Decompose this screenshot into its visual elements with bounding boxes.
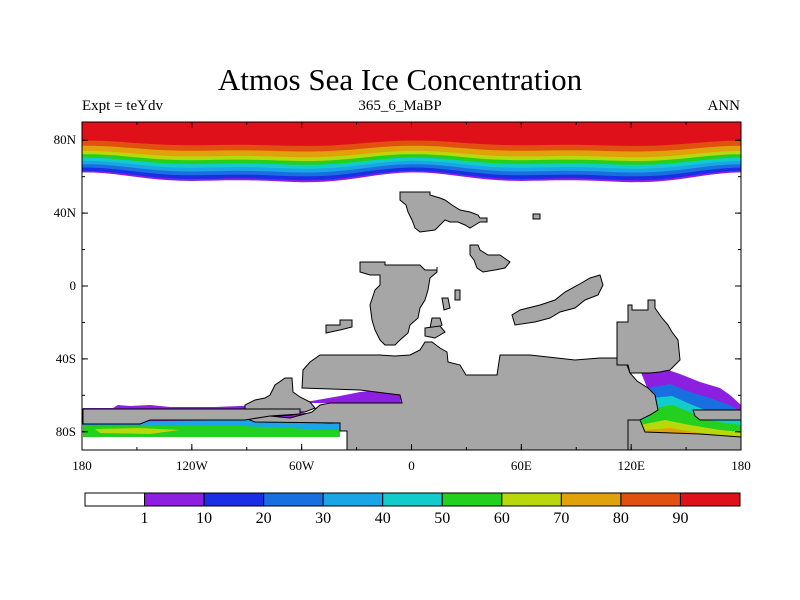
period-label: 365_6_MaBP	[358, 98, 442, 114]
chart-title: Atmos Sea Ice Concentration	[217, 62, 583, 97]
x-tick-label: 120W	[176, 458, 209, 473]
colorbar-swatch	[144, 492, 205, 507]
y-tick-label: 80N	[54, 132, 77, 147]
x-tick-label: 60W	[289, 458, 315, 473]
x-tick-label: 180	[731, 458, 751, 473]
arctic-ice-bands	[82, 122, 741, 183]
colorbar-swatch	[263, 492, 324, 507]
colorbar-swatch	[679, 492, 741, 507]
colorbar-swatch	[560, 492, 622, 507]
land-southeast-block	[627, 419, 741, 450]
land-small-northeast	[532, 213, 541, 220]
axes: 180 120W 60W 0 60E 120E 180 80N 40N 0 40S 80S	[54, 122, 751, 473]
colorbar-label: 10	[196, 510, 212, 527]
x-tick-label: 120E	[617, 458, 645, 473]
land-west-isle	[325, 319, 353, 334]
colorbar-swatch	[84, 492, 146, 507]
colorbar-swatch	[501, 492, 562, 507]
colorbar-label: 30	[315, 510, 331, 527]
colorbar-label: 90	[672, 510, 688, 527]
land-antarctica-main	[149, 341, 659, 450]
x-tick-label: 180	[72, 458, 92, 473]
land-north-continent	[399, 191, 488, 233]
colorbar-swatch	[441, 492, 503, 507]
land-indian-block	[454, 289, 461, 301]
season-label: ANN	[707, 98, 741, 114]
y-tick-label: 0	[70, 278, 77, 293]
x-tick-label: 0	[408, 458, 415, 473]
y-tick-label: 80S	[56, 424, 76, 439]
colorbar-swatch	[382, 492, 443, 507]
y-tick-label: 40S	[56, 351, 76, 366]
land-east-antarctica-block	[616, 299, 681, 374]
colorbar-label: 1	[141, 510, 149, 527]
colorbar-swatch	[203, 492, 265, 507]
land-southeast-asia	[511, 274, 604, 326]
colorbar-label: 20	[256, 510, 272, 527]
y-tick-label: 40N	[54, 205, 77, 220]
land-antarctica-tail	[82, 408, 301, 425]
land-masses	[82, 191, 741, 450]
colorbar-label: 60	[494, 510, 510, 527]
colorbar-label: 50	[434, 510, 450, 527]
colorbar-swatch	[322, 492, 384, 507]
colorbar-label: 40	[375, 510, 391, 527]
land-east-peninsula	[469, 244, 511, 273]
colorbar-label: 80	[613, 510, 629, 527]
land-small-island-1	[424, 325, 446, 339]
land-falkland	[441, 297, 451, 311]
experiment-label: Expt = teYdv	[82, 98, 163, 114]
land-east-strip	[692, 409, 741, 421]
colorbar-label: 70	[553, 510, 569, 527]
land-south-america	[359, 261, 438, 346]
colorbar-swatch	[620, 492, 681, 507]
x-tick-label: 60E	[511, 458, 532, 473]
arctic-band-90	[82, 122, 741, 146]
antarctic-ice-mid	[300, 390, 401, 405]
colorbar: 1 10 20 30 40 50 60 70 80 90	[84, 492, 741, 527]
